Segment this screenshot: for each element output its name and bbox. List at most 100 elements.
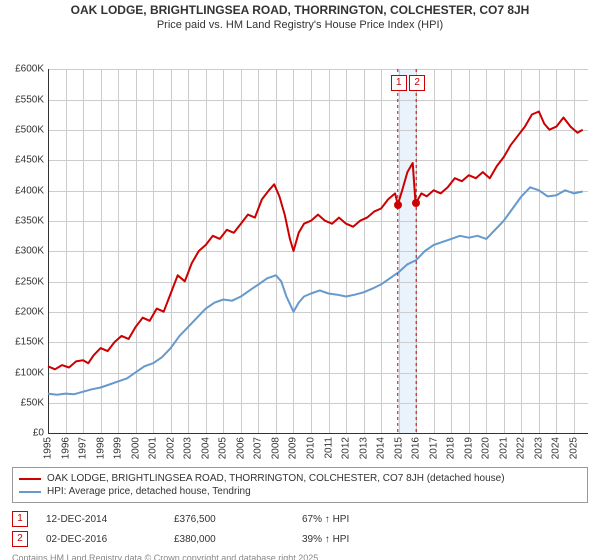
gridline-h xyxy=(48,342,588,343)
x-tick-label: 2002 xyxy=(165,437,176,459)
chart-title: OAK LODGE, BRIGHTLINGSEA ROAD, THORRINGT… xyxy=(0,0,600,31)
x-tick-label: 2006 xyxy=(235,437,246,459)
event-marker-box: 2 xyxy=(409,75,425,91)
gridline-v xyxy=(469,69,470,433)
gridline-v xyxy=(574,69,575,433)
gridline-h xyxy=(48,282,588,283)
gridline-v xyxy=(556,69,557,433)
x-tick-label: 2014 xyxy=(376,437,387,459)
y-axis xyxy=(48,69,49,433)
x-tick-label: 2005 xyxy=(218,437,229,459)
transaction-marker: 2 xyxy=(12,531,28,547)
attribution-line1: Contains HM Land Registry data © Crown c… xyxy=(12,553,588,560)
gridline-v xyxy=(241,69,242,433)
gridline-v xyxy=(223,69,224,433)
gridline-h xyxy=(48,191,588,192)
x-tick-label: 2008 xyxy=(270,437,281,459)
gridline-v xyxy=(276,69,277,433)
gridline-v xyxy=(434,69,435,433)
y-tick-label: £350K xyxy=(2,216,44,227)
transaction-price: £376,500 xyxy=(174,514,284,525)
x-tick-label: 2017 xyxy=(428,437,439,459)
gridline-v xyxy=(329,69,330,433)
y-tick-label: £0 xyxy=(2,428,44,439)
gridline-h xyxy=(48,373,588,374)
gridline-v xyxy=(206,69,207,433)
y-tick-label: £300K xyxy=(2,246,44,257)
gridline-v xyxy=(521,69,522,433)
chart-legend: OAK LODGE, BRIGHTLINGSEA ROAD, THORRINGT… xyxy=(12,467,588,503)
transaction-delta: 67% ↑ HPI xyxy=(302,514,349,525)
gridline-v xyxy=(101,69,102,433)
legend-row: OAK LODGE, BRIGHTLINGSEA ROAD, THORRINGT… xyxy=(19,472,581,485)
gridline-h xyxy=(48,69,588,70)
legend-row: HPI: Average price, detached house, Tend… xyxy=(19,485,581,498)
gridline-v xyxy=(66,69,67,433)
x-tick-label: 2019 xyxy=(463,437,474,459)
x-tick-label: 2003 xyxy=(183,437,194,459)
event-marker-box: 1 xyxy=(391,75,407,91)
transaction-marker: 1 xyxy=(12,511,28,527)
gridline-v xyxy=(293,69,294,433)
y-tick-label: £50K xyxy=(2,398,44,409)
legend-label: HPI: Average price, detached house, Tend… xyxy=(47,486,251,497)
gridline-h xyxy=(48,130,588,131)
transaction-date: 12-DEC-2014 xyxy=(46,514,156,525)
gridline-v xyxy=(539,69,540,433)
gridline-v xyxy=(416,69,417,433)
x-tick-label: 2021 xyxy=(498,437,509,459)
y-tick-label: £500K xyxy=(2,125,44,136)
gridline-h xyxy=(48,160,588,161)
gridline-v xyxy=(258,69,259,433)
x-tick-label: 2012 xyxy=(341,437,352,459)
gridline-h xyxy=(48,221,588,222)
y-tick-label: £600K xyxy=(2,64,44,75)
x-tick-label: 2023 xyxy=(533,437,544,459)
x-tick-label: 1996 xyxy=(60,437,71,459)
gridline-v xyxy=(399,69,400,433)
x-tick-label: 1997 xyxy=(78,437,89,459)
transaction-row: 1 12-DEC-2014 £376,500 67% ↑ HPI xyxy=(12,509,588,529)
x-tick-label: 2007 xyxy=(253,437,264,459)
transaction-price: £380,000 xyxy=(174,534,284,545)
attribution: Contains HM Land Registry data © Crown c… xyxy=(12,553,588,560)
gridline-v xyxy=(381,69,382,433)
transaction-row: 202-DEC-2016£380,00039% ↑ HPI xyxy=(12,529,588,549)
legend-label: OAK LODGE, BRIGHTLINGSEA ROAD, THORRINGT… xyxy=(47,473,505,484)
x-tick-label: 2024 xyxy=(551,437,562,459)
x-tick-label: 2020 xyxy=(481,437,492,459)
x-tick-label: 2011 xyxy=(323,437,334,459)
transactions-table: 1 12-DEC-2014 £376,500 67% ↑ HPI 202-DEC-201… xyxy=(12,509,588,549)
x-tick-label: 1999 xyxy=(113,437,124,459)
gridline-v xyxy=(311,69,312,433)
x-tick-label: 2010 xyxy=(305,437,316,459)
price-chart: £0£50K£100K£150K£200K£250K£300K£350K£400… xyxy=(0,31,600,465)
gridline-v xyxy=(364,69,365,433)
x-tick-label: 2004 xyxy=(200,437,211,459)
y-tick-label: £400K xyxy=(2,185,44,196)
x-axis xyxy=(48,433,588,434)
gridline-v xyxy=(136,69,137,433)
x-tick-label: 2001 xyxy=(148,437,159,459)
gridline-h xyxy=(48,403,588,404)
x-tick-label: 2016 xyxy=(411,437,422,459)
gridline-v xyxy=(153,69,154,433)
x-tick-label: 2025 xyxy=(568,437,579,459)
gridline-h xyxy=(48,251,588,252)
x-tick-label: 2000 xyxy=(130,437,141,459)
gridline-h xyxy=(48,312,588,313)
y-tick-label: £100K xyxy=(2,367,44,378)
y-tick-label: £450K xyxy=(2,155,44,166)
title-line1: OAK LODGE, BRIGHTLINGSEA ROAD, THORRINGT… xyxy=(0,4,600,18)
gridline-v xyxy=(451,69,452,433)
gridline-h xyxy=(48,100,588,101)
title-line2: Price paid vs. HM Land Registry's House … xyxy=(0,19,600,32)
y-tick-label: £550K xyxy=(2,94,44,105)
gridline-v xyxy=(504,69,505,433)
x-tick-label: 2018 xyxy=(446,437,457,459)
x-tick-label: 2022 xyxy=(516,437,527,459)
legend-swatch xyxy=(19,478,41,480)
x-tick-label: 2015 xyxy=(393,437,404,459)
gridline-v xyxy=(118,69,119,433)
y-tick-label: £150K xyxy=(2,337,44,348)
